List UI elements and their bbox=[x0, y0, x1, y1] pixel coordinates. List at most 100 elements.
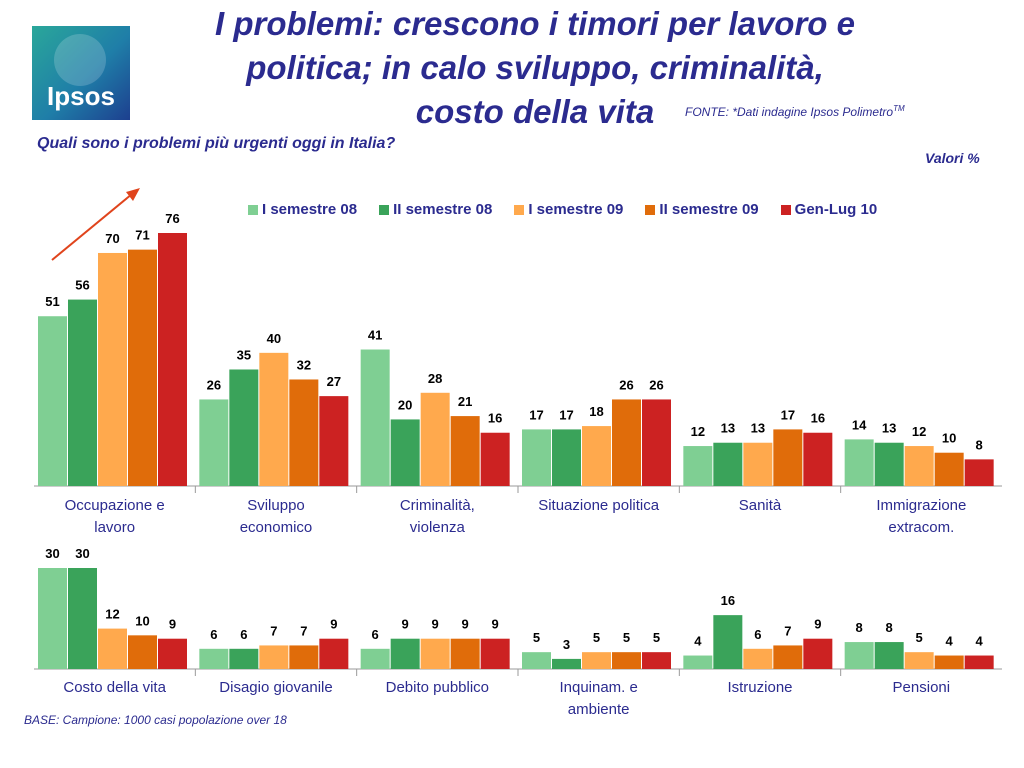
bar bbox=[229, 648, 259, 669]
bar-value-label: 16 bbox=[721, 593, 735, 608]
source-trademark: TM bbox=[893, 104, 905, 113]
bar-value-label: 17 bbox=[559, 407, 573, 422]
legend-label-5: Gen-Lug 10 bbox=[794, 201, 878, 218]
legend-item-1: I semestre 08 bbox=[248, 201, 357, 218]
legend-swatch-2 bbox=[379, 204, 390, 215]
legend-item-3: I semestre 09 bbox=[514, 201, 623, 218]
category-label: Criminalità, bbox=[400, 497, 475, 514]
bar bbox=[582, 426, 611, 486]
legend-swatch-3 bbox=[514, 204, 525, 215]
bar bbox=[229, 369, 259, 486]
bar bbox=[199, 399, 229, 486]
bar-value-label: 17 bbox=[781, 407, 795, 422]
bar-value-label: 51 bbox=[45, 294, 59, 309]
bar-value-label: 13 bbox=[882, 421, 896, 436]
logo-head-icon bbox=[54, 34, 106, 86]
trend-arrow-head-icon bbox=[126, 188, 140, 201]
bar-value-label: 4 bbox=[694, 634, 702, 649]
legend-label-3: I semestre 09 bbox=[528, 201, 624, 218]
category-label: economico bbox=[240, 519, 313, 536]
title-line-2: politica; in calo sviluppo, criminalità, bbox=[246, 49, 824, 86]
chart-legend: I semestre 08 II semestre 08 I semestre … bbox=[248, 201, 877, 218]
category-label: violenza bbox=[410, 519, 466, 536]
bar-value-label: 7 bbox=[784, 623, 791, 638]
bar bbox=[259, 352, 289, 486]
bar-value-label: 5 bbox=[623, 630, 630, 645]
bar-value-label: 41 bbox=[368, 328, 382, 343]
bar-value-label: 14 bbox=[852, 417, 867, 432]
bar-value-label: 71 bbox=[135, 228, 149, 243]
bar-value-label: 12 bbox=[912, 424, 926, 439]
bar-value-label: 7 bbox=[300, 623, 307, 638]
category-label: Inquinam. e bbox=[559, 679, 637, 696]
bar-value-label: 13 bbox=[721, 421, 735, 436]
bar-value-label: 17 bbox=[529, 407, 543, 422]
bar-value-label: 9 bbox=[814, 617, 821, 632]
bar-value-label: 12 bbox=[105, 607, 119, 622]
bar-value-label: 8 bbox=[856, 620, 863, 635]
bar bbox=[844, 439, 874, 486]
category-label: ambiente bbox=[568, 701, 630, 718]
bar-value-label: 6 bbox=[754, 627, 761, 642]
bar bbox=[683, 655, 713, 669]
bar bbox=[158, 638, 187, 669]
base-note: BASE: Campione: 1000 casi popolazione ov… bbox=[24, 713, 287, 727]
bar-value-label: 9 bbox=[169, 617, 176, 632]
bar bbox=[934, 452, 964, 486]
source-text: FONTE: *Dati indagine Ipsos Polimetro bbox=[685, 105, 894, 119]
bar bbox=[612, 399, 641, 486]
source-note: FONTE: *Dati indagine Ipsos PolimetroTM bbox=[685, 104, 905, 119]
category-label: extracom. bbox=[888, 519, 954, 536]
bar-value-label: 5 bbox=[533, 630, 540, 645]
bar-value-label: 9 bbox=[432, 617, 439, 632]
bar bbox=[480, 432, 510, 486]
category-label: Immigrazione bbox=[876, 497, 966, 514]
bar-value-label: 16 bbox=[811, 411, 825, 426]
bar-value-label: 5 bbox=[593, 630, 600, 645]
bar bbox=[713, 442, 743, 486]
category-label: Disagio giovanile bbox=[219, 679, 332, 696]
bar bbox=[964, 459, 994, 486]
bar-value-label: 27 bbox=[327, 374, 341, 389]
bar bbox=[522, 652, 551, 669]
bar-value-label: 26 bbox=[619, 377, 633, 392]
bar bbox=[803, 432, 833, 486]
bar-value-label: 13 bbox=[751, 421, 765, 436]
bar-value-label: 35 bbox=[237, 347, 251, 362]
category-label: Sviluppo bbox=[247, 497, 305, 514]
legend-swatch-5 bbox=[780, 204, 791, 215]
category-label: Istruzione bbox=[727, 679, 792, 696]
bar-value-label: 30 bbox=[75, 546, 89, 561]
legend-swatch-1 bbox=[248, 204, 258, 215]
category-label: Situazione politica bbox=[538, 497, 660, 514]
bar bbox=[289, 379, 319, 486]
bar bbox=[450, 416, 480, 486]
bar bbox=[319, 638, 349, 669]
bar-value-label: 20 bbox=[398, 397, 412, 412]
legend-swatch-4 bbox=[645, 204, 656, 215]
category-label: Costo della vita bbox=[63, 679, 166, 696]
bar bbox=[319, 396, 349, 486]
bar-value-label: 56 bbox=[75, 278, 89, 293]
bar bbox=[68, 299, 97, 486]
page-title: I problemi: crescono i timori per lavoro… bbox=[140, 2, 930, 134]
bar-value-label: 18 bbox=[589, 404, 603, 419]
ipsos-logo: Ipsos bbox=[32, 26, 130, 120]
bar bbox=[480, 638, 510, 669]
bar-value-label: 6 bbox=[240, 627, 247, 642]
bar bbox=[360, 648, 390, 669]
bar bbox=[98, 252, 127, 486]
legend-label-1: I semestre 08 bbox=[262, 201, 358, 218]
bar bbox=[128, 635, 157, 669]
legend-label-2: II semestre 08 bbox=[393, 201, 493, 218]
bar-value-label: 9 bbox=[330, 617, 337, 632]
bar bbox=[259, 645, 289, 669]
bar-value-label: 21 bbox=[458, 394, 472, 409]
bar-value-label: 8 bbox=[976, 437, 983, 452]
bar-value-label: 7 bbox=[270, 623, 277, 638]
bar bbox=[390, 638, 420, 669]
bar bbox=[360, 349, 390, 486]
legend-item-5: Gen-Lug 10 bbox=[780, 201, 878, 218]
bar-value-label: 10 bbox=[942, 431, 956, 446]
